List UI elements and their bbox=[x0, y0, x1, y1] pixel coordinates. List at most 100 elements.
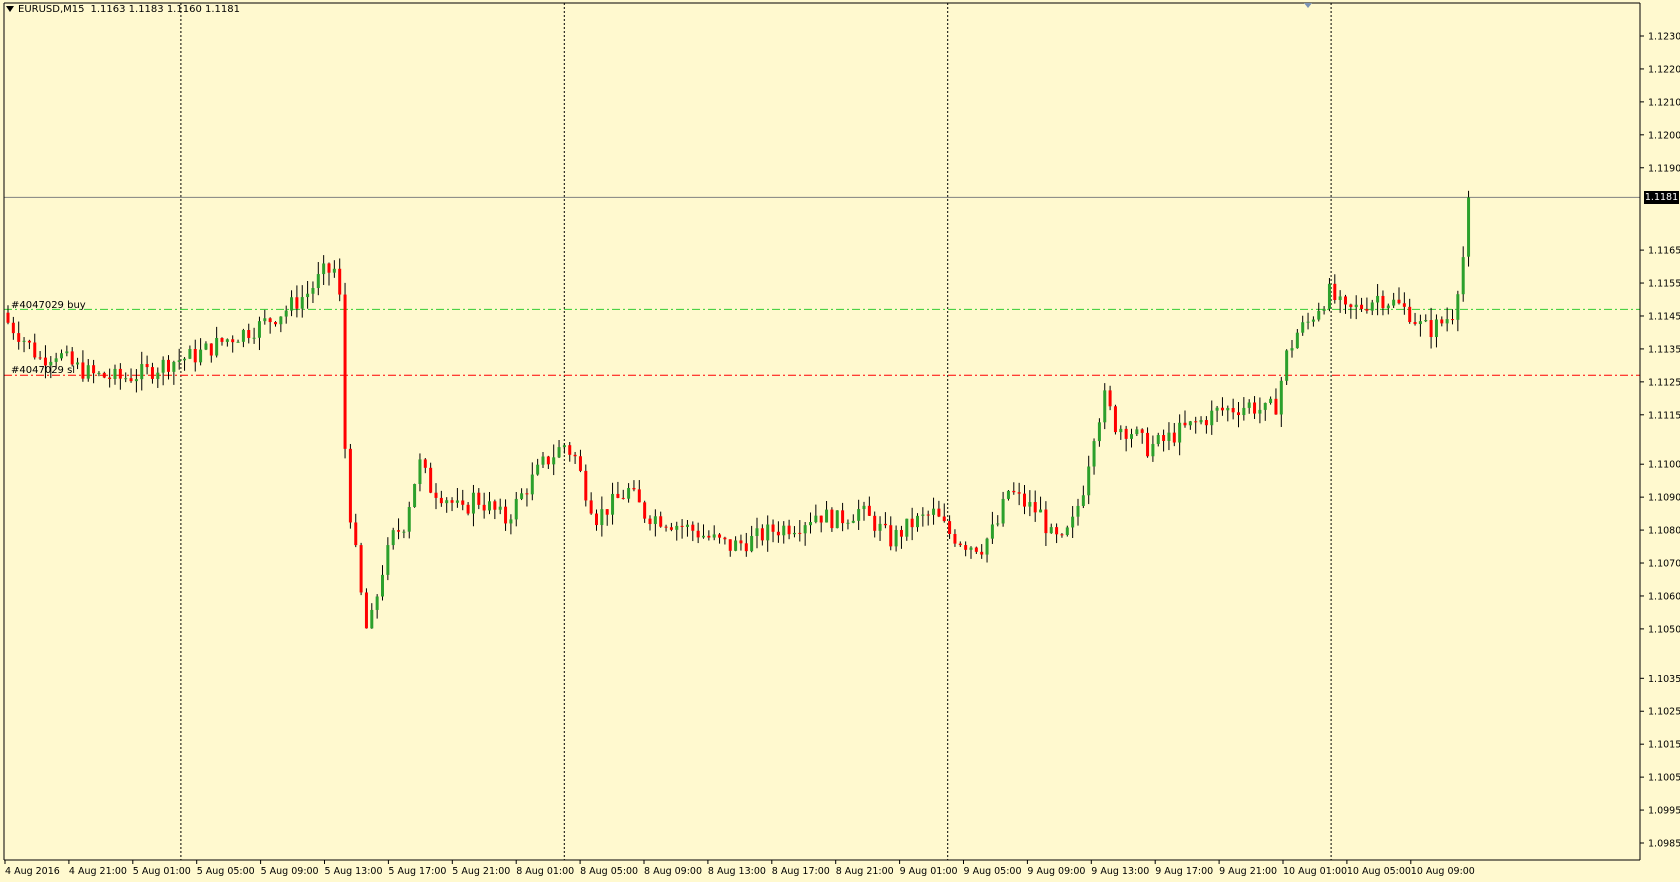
bear-candle bbox=[397, 530, 401, 532]
bull-candle bbox=[916, 515, 919, 528]
bull-candle bbox=[1461, 257, 1465, 295]
bear-candle bbox=[787, 525, 791, 535]
y-axis-ticks: 1.1230 1.1220 1.1210 1.1200 1.1190 1.1165 1.11… bbox=[1640, 32, 1680, 850]
bull-candle bbox=[1467, 197, 1471, 257]
bull-candle bbox=[1103, 390, 1107, 423]
bear-candle bbox=[546, 456, 550, 465]
bull-candle bbox=[1076, 505, 1080, 517]
bull-candle bbox=[803, 525, 807, 534]
bear-candle bbox=[723, 537, 727, 540]
order-buy-label: #4047029 buy bbox=[11, 300, 86, 311]
bull-candle bbox=[1242, 407, 1246, 416]
bear-candle bbox=[728, 539, 732, 551]
bear-candle bbox=[1408, 306, 1412, 323]
bull-candle bbox=[113, 368, 117, 379]
bull-candle bbox=[290, 297, 294, 311]
bear-candle bbox=[1033, 502, 1037, 513]
axes bbox=[3, 2, 1641, 861]
bull-candle bbox=[22, 340, 26, 342]
bull-candle bbox=[488, 501, 491, 511]
bear-candle bbox=[193, 348, 197, 363]
y-tick-label: 1.1025 bbox=[1648, 707, 1680, 718]
bear-candle bbox=[129, 378, 133, 382]
bear-candle bbox=[953, 533, 957, 544]
bear-candle bbox=[632, 487, 636, 490]
bull-candle bbox=[86, 365, 90, 379]
x-tick-label: 9 Aug 21:00 bbox=[1219, 866, 1277, 877]
bull-candle bbox=[520, 493, 524, 499]
y-tick-label: 1.1145 bbox=[1648, 311, 1680, 322]
x-tick-label: 4 Aug 21:00 bbox=[69, 866, 127, 877]
y-tick-label: 1.1230 bbox=[1648, 32, 1680, 43]
bull-candle bbox=[370, 609, 374, 629]
x-tick-label: 5 Aug 13:00 bbox=[325, 866, 383, 877]
bear-candle bbox=[70, 351, 74, 365]
y-tick-label: 1.0985 bbox=[1648, 839, 1680, 850]
bull-candle bbox=[990, 524, 994, 539]
y-tick-label: 1.1100 bbox=[1648, 460, 1680, 471]
bear-candle bbox=[964, 545, 968, 550]
bear-candle bbox=[771, 524, 775, 532]
bear-candle bbox=[873, 515, 877, 531]
bull-candle bbox=[1370, 302, 1374, 311]
y-tick-label: 1.1220 bbox=[1648, 64, 1680, 75]
bull-candle bbox=[766, 524, 770, 541]
bull-candle bbox=[413, 484, 417, 508]
bull-candle bbox=[455, 500, 459, 503]
y-tick-label: 1.1125 bbox=[1648, 377, 1680, 388]
y-tick-label: 1.1165 bbox=[1648, 246, 1680, 257]
bull-candle bbox=[134, 379, 138, 382]
bull-candle bbox=[792, 532, 796, 535]
bear-candle bbox=[573, 454, 577, 457]
bull-candle bbox=[375, 596, 379, 610]
bull-candle bbox=[755, 528, 759, 536]
bull-candle bbox=[557, 447, 561, 458]
bear-candle bbox=[637, 489, 641, 503]
bull-candle bbox=[1156, 435, 1160, 444]
bear-candle bbox=[150, 367, 154, 379]
bull-candle bbox=[1445, 319, 1449, 324]
bull-candle bbox=[921, 514, 925, 516]
bull-candle bbox=[284, 310, 288, 317]
bull-candle bbox=[225, 339, 229, 342]
bull-candle bbox=[1087, 466, 1091, 496]
bull-candle bbox=[386, 545, 390, 575]
bear-candle bbox=[621, 497, 625, 499]
x-tick-label: 5 Aug 09:00 bbox=[261, 866, 319, 877]
bear-candle bbox=[648, 518, 652, 525]
bull-candle bbox=[675, 525, 679, 530]
bear-candle bbox=[504, 506, 508, 524]
bull-candle bbox=[60, 353, 63, 359]
bull-candle bbox=[851, 520, 855, 523]
y-tick-label: 1.1070 bbox=[1648, 559, 1680, 570]
y-tick-label: 1.1035 bbox=[1648, 674, 1680, 685]
bear-candle bbox=[6, 312, 10, 323]
bull-candle bbox=[177, 360, 181, 362]
menu-triangle-icon[interactable] bbox=[6, 6, 14, 12]
bull-candle bbox=[1226, 407, 1230, 411]
bull-candle bbox=[391, 530, 395, 546]
y-tick-label: 1.1155 bbox=[1648, 279, 1680, 290]
bull-candle bbox=[1376, 295, 1380, 303]
bear-candle bbox=[707, 535, 711, 538]
y-tick-label: 1.1050 bbox=[1648, 624, 1680, 635]
bear-candle bbox=[1440, 319, 1444, 324]
bull-candle bbox=[381, 574, 384, 597]
bear-candle bbox=[167, 359, 170, 372]
bear-candle bbox=[1237, 412, 1240, 416]
bull-candle bbox=[1119, 428, 1123, 433]
bull-candle bbox=[1392, 299, 1396, 306]
bull-candle bbox=[1354, 304, 1358, 308]
bull-candle bbox=[552, 457, 556, 465]
bear-candle bbox=[482, 504, 486, 511]
bear-candle bbox=[830, 509, 834, 529]
bull-candle bbox=[1301, 322, 1305, 333]
x-tick-label: 9 Aug 17:00 bbox=[1155, 866, 1213, 877]
bull-candle bbox=[1269, 398, 1273, 403]
bear-candle bbox=[1140, 429, 1144, 433]
bear-candle bbox=[776, 531, 780, 536]
x-tick-label: 8 Aug 17:00 bbox=[772, 866, 830, 877]
bull-candle bbox=[183, 358, 187, 361]
